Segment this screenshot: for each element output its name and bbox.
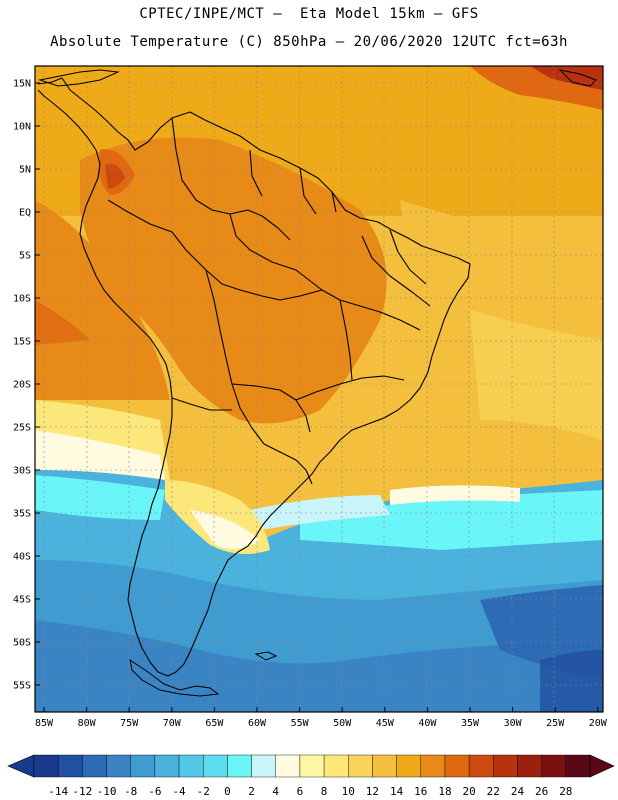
legend-swatch (493, 754, 518, 778)
legend-swatch (154, 754, 180, 778)
lon-label: 35W (461, 718, 480, 729)
lat-label: 20S (13, 380, 31, 391)
legend-arrow-high (589, 754, 615, 778)
lat-label: EQ (19, 208, 31, 219)
legend-label: 28 (559, 785, 572, 798)
lon-label: 85W (35, 718, 54, 729)
longitude-labels: 85W 80W 75W 70W 65W 60W 55W 50W 45W 40W 35W 30W 25W 2… (35, 707, 608, 729)
legend-label: 24 (511, 785, 525, 798)
legend-label: -8 (124, 785, 137, 798)
legend-label: 2 (248, 785, 255, 798)
lon-label: 30W (504, 718, 523, 729)
coastline (37, 77, 471, 677)
legend-label: -4 (172, 785, 186, 798)
temperature-map: 15N 10N 5N EQ 5S 10S 15S 20S 25S 30S 35S 40S 45S 50S 5… (13, 65, 608, 729)
legend-label: 14 (390, 785, 404, 798)
lat-label: 35S (13, 509, 31, 520)
legend-swatch (372, 754, 397, 778)
lon-label: 80W (78, 718, 97, 729)
legend-label: 26 (535, 785, 548, 798)
lon-label: 40W (418, 718, 437, 729)
legend-label: -12 (72, 785, 92, 798)
legend-label: 16 (414, 785, 427, 798)
lat-label: 40S (13, 552, 31, 563)
legend-swatch (57, 754, 83, 778)
lon-label: 75W (120, 718, 139, 729)
legend-swatch (444, 754, 470, 778)
legend-label: 20 (463, 785, 476, 798)
temperature-field (35, 66, 603, 712)
lat-label: 45S (13, 595, 31, 606)
legend-label: -14 (48, 785, 68, 798)
legend-swatch (348, 754, 373, 778)
legend-swatch (565, 754, 591, 778)
color-legend: -14 -12 -10 -8 -6 -4 -2 0 2 4 6 8 10 12 14 16 18 20 22 24 26… (7, 754, 615, 798)
legend-swatch (203, 754, 228, 778)
lat-label: 15N (13, 79, 31, 90)
lon-label: 70W (163, 718, 182, 729)
legend-swatch (468, 754, 494, 778)
legend-label: 4 (272, 785, 279, 798)
legend-swatch (82, 754, 107, 778)
lat-label: 5S (19, 251, 31, 262)
lon-label: 25W (546, 718, 565, 729)
lon-label: 45W (376, 718, 395, 729)
legend-swatch (396, 754, 421, 778)
legend-swatch (541, 754, 567, 778)
legend-swatch (178, 754, 204, 778)
lat-label: 10S (13, 294, 31, 305)
legend-label: 18 (438, 785, 451, 798)
legend-swatch (517, 754, 542, 778)
islands (38, 69, 597, 697)
legend-swatch (130, 754, 156, 778)
legend-swatch (299, 754, 325, 778)
legend-label: -2 (197, 785, 210, 798)
lat-label: 5N (19, 165, 31, 176)
legend-label: 0 (224, 785, 231, 798)
legend-swatch (275, 754, 301, 778)
legend-swatch (33, 754, 59, 778)
legend-label: -10 (97, 785, 117, 798)
legend-swatch (227, 754, 252, 778)
legend-label: 6 (297, 785, 304, 798)
lat-label: 50S (13, 638, 31, 649)
lat-label: 25S (13, 423, 31, 434)
legend-label: -6 (148, 785, 161, 798)
lat-label: 55S (13, 681, 31, 692)
lat-label: 10N (13, 122, 31, 133)
lat-label: 30S (13, 466, 31, 477)
lat-label: 15S (13, 337, 31, 348)
legend-label: 10 (342, 785, 355, 798)
legend-swatch (323, 754, 349, 778)
legend-swatch (251, 754, 276, 778)
map-frame (34, 65, 604, 713)
lon-label: 55W (291, 718, 310, 729)
legend-label: 8 (321, 785, 328, 798)
lon-label: 60W (248, 718, 267, 729)
lon-label: 20W (589, 718, 608, 729)
legend-label: 22 (487, 785, 500, 798)
lon-label: 50W (333, 718, 352, 729)
legend-swatch (420, 754, 446, 778)
legend-label: 12 (366, 785, 379, 798)
legend-arrow-low (7, 754, 35, 778)
title-line-2: Absolute Temperature (C) 850hPa – 20/06/… (50, 34, 568, 50)
title-line-1: CPTEC/INPE/MCT – Eta Model 15km – GFS (139, 6, 479, 22)
legend-swatch (106, 754, 131, 778)
latitude-labels: 15N 10N 5N EQ 5S 10S 15S 20S 25S 30S 35S 40S 45S 50S 5… (13, 79, 40, 692)
lon-label: 65W (205, 718, 224, 729)
